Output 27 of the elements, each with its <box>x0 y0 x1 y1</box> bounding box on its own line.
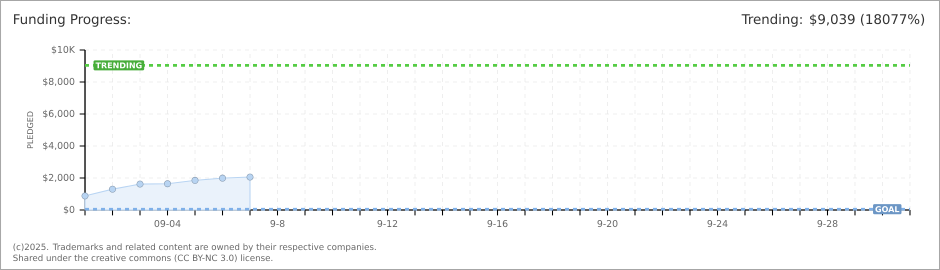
ref-line-label: GOAL <box>875 206 900 212</box>
point <box>246 174 254 180</box>
y-tick-label: $0 <box>64 206 74 214</box>
ref-line-label: TRENDING <box>96 62 142 68</box>
x-tick-label: 9-16 <box>487 220 508 228</box>
point <box>109 186 116 193</box>
text: Shared under the creative commons (CC BY-NC 3.0) license. <box>13 254 272 262</box>
point <box>164 180 171 188</box>
y-tick-label: $4,000 <box>43 142 74 150</box>
y-tick-label: $2,000 <box>43 174 74 182</box>
x-tick-label: 9-24 <box>707 220 728 228</box>
chart-title: Funding Progress: <box>14 14 130 27</box>
y-axis-title: PLEDGED <box>27 112 34 148</box>
x-tick-label: 9-8 <box>270 220 284 228</box>
text: (c)2025. Trademarks and related content are owned by their respective companies. <box>13 243 376 252</box>
y-tick-label: $8,000 <box>43 78 74 86</box>
point <box>82 192 88 200</box>
y-tick-label: $10K <box>52 46 76 54</box>
x-tick-label: 9-28 <box>817 220 838 228</box>
x-tick-label: 9-20 <box>597 220 618 228</box>
chart-subtitle: Trending: $9,039 (18077%) <box>742 14 924 27</box>
x-tick-label: 9-12 <box>378 220 398 228</box>
y-tick-label: $6,000 <box>43 110 74 118</box>
point <box>219 174 226 182</box>
point <box>136 180 144 188</box>
point <box>192 176 198 184</box>
x-tick-label: 09-04 <box>154 220 181 228</box>
